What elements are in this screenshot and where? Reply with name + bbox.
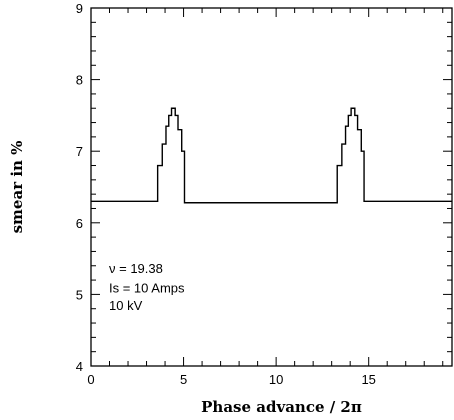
annotation-text: 10 kV xyxy=(109,298,143,313)
series-line xyxy=(91,107,452,204)
y-tick-label: 6 xyxy=(76,216,83,231)
y-axis-label: smear in % xyxy=(8,141,26,234)
x-tick-label: 0 xyxy=(87,372,94,387)
x-tick-label: 10 xyxy=(269,372,283,387)
annotation-text: ν = 19.38 xyxy=(109,261,163,276)
y-tick-label: 8 xyxy=(76,73,83,88)
x-tick-label: 5 xyxy=(180,372,187,387)
y-tick-label: 5 xyxy=(76,287,83,302)
y-tick-label: 9 xyxy=(76,1,83,16)
plot-frame xyxy=(90,7,453,367)
x-axis-label: Phase advance / 2π xyxy=(201,398,362,416)
annotation-text: Is = 10 Amps xyxy=(109,280,185,295)
x-tick-label: 15 xyxy=(361,372,375,387)
y-tick-label: 4 xyxy=(76,359,83,374)
y-tick-label: 7 xyxy=(76,144,83,159)
